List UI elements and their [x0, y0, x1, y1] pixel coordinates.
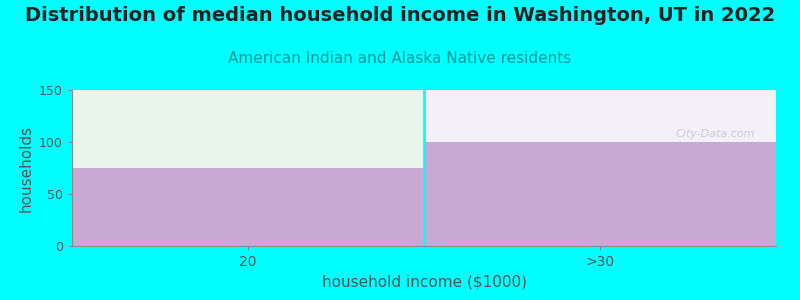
X-axis label: household income ($1000): household income ($1000) — [322, 274, 526, 290]
Text: American Indian and Alaska Native residents: American Indian and Alaska Native reside… — [228, 51, 572, 66]
Text: City-Data.com: City-Data.com — [675, 129, 755, 139]
Text: Distribution of median household income in Washington, UT in 2022: Distribution of median household income … — [25, 6, 775, 25]
Y-axis label: households: households — [18, 124, 34, 212]
